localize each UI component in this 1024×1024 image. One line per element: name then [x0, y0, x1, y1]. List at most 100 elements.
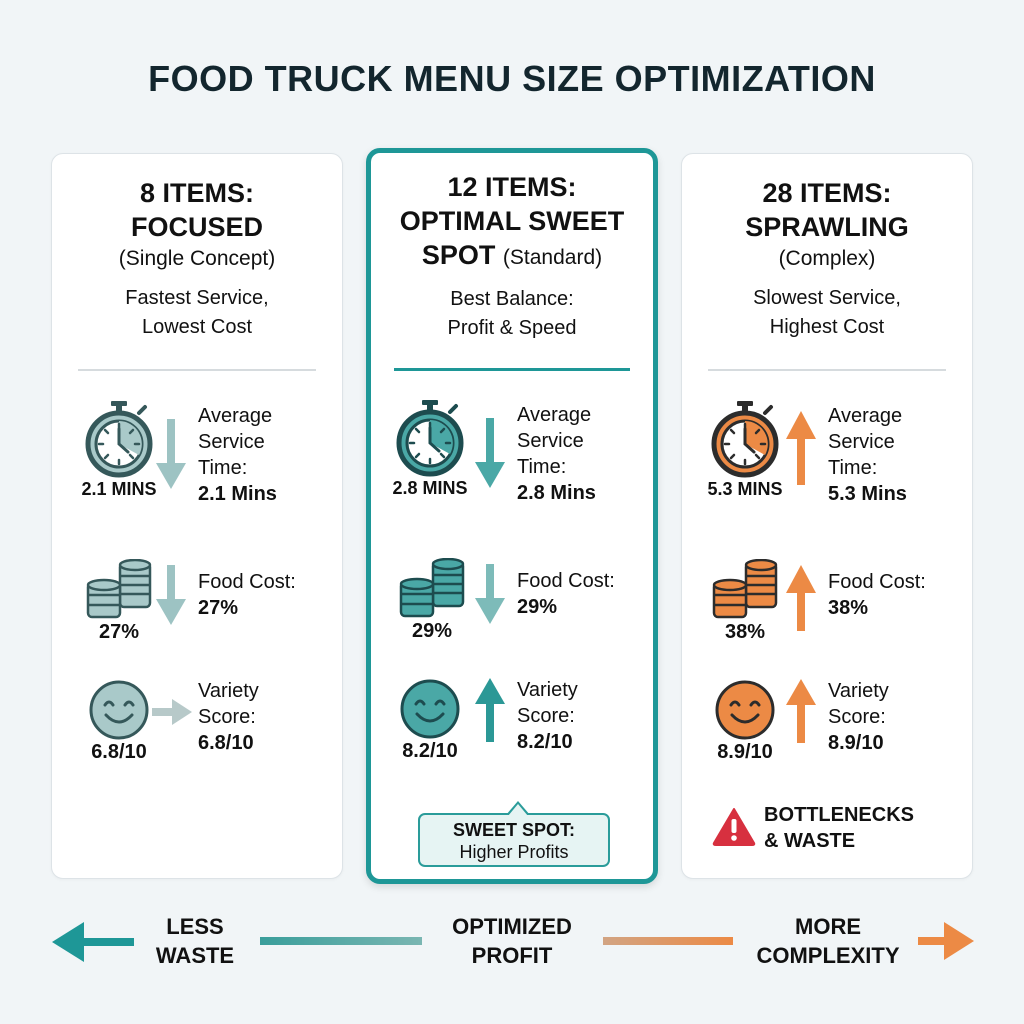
stopwatch-icon	[85, 401, 153, 478]
scale-line: MORE	[795, 914, 861, 939]
icon-value: 2.8 MINS	[392, 478, 468, 498]
coins-icon	[399, 558, 465, 618]
metric-label: Average	[828, 405, 903, 427]
icon-value: 29%	[411, 620, 453, 642]
metric-icon-group: 6.8/10	[74, 679, 164, 764]
card-tagline: Fastest Service, Lowest Cost	[52, 284, 342, 342]
metric-value: 2.1 Mins	[198, 483, 277, 505]
scale-label-optimized-profit: OPTIMIZED PROFIT	[426, 912, 598, 970]
scale-line: PROFIT	[471, 943, 553, 968]
arrow-up-icon	[786, 565, 816, 631]
metric-variety-score: 8.9/10 Variety Score: 8.9/10	[682, 679, 972, 789]
metric-label: Variety	[828, 680, 889, 702]
icon-value: 6.8/10	[91, 741, 147, 763]
arrow-up-icon	[475, 678, 505, 742]
metric-service-time: 2.8 MINS Average Service Time: 2.8 Mins	[371, 398, 653, 508]
smiley-icon	[400, 679, 460, 739]
warning-icon	[712, 808, 756, 846]
metric-icon-group: 8.9/10	[700, 679, 790, 764]
card-headline: 12 ITEMS:	[447, 172, 577, 202]
arrow-up-icon	[786, 679, 816, 743]
card-subtitle: (Standard)	[502, 246, 603, 269]
metric-label: Time:	[828, 457, 878, 479]
metric-label: Service	[828, 431, 895, 453]
metric-icon-group: 27%	[74, 559, 164, 644]
metric-label: Food Cost:	[828, 571, 926, 593]
icon-value: 2.1 MINS	[81, 479, 157, 499]
card-header: 8 ITEMS: FOCUSED (Single Concept) Fastes…	[52, 154, 342, 342]
metric-text: Variety Score: 6.8/10	[198, 678, 259, 756]
smiley-icon	[715, 680, 775, 740]
metric-text: Food Cost: 27%	[198, 569, 296, 621]
metric-value: 2.8 Mins	[517, 482, 596, 504]
card-sprawling: 28 ITEMS: SPRAWLING (Complex) Slowest Se…	[681, 153, 973, 879]
metric-food-cost: 38% Food Cost: 38%	[682, 559, 972, 669]
icon-value: 5.3 MINS	[707, 479, 783, 499]
tagline-line: Slowest Service,	[753, 287, 901, 309]
divider	[708, 369, 946, 371]
metric-food-cost: 27% Food Cost: 27%	[52, 559, 342, 669]
metric-value: 8.9/10	[828, 732, 884, 754]
tagline-line: Best Balance:	[450, 288, 574, 310]
arrow-right-icon	[152, 699, 192, 725]
arrow-down-icon	[156, 565, 186, 625]
arrow-left-icon	[52, 922, 134, 962]
scale-label-more-complexity: MORE COMPLEXITY	[738, 912, 918, 970]
divider	[394, 368, 630, 371]
card-tagline: Best Balance: Profit & Speed	[371, 285, 653, 343]
tagline-line: Highest Cost	[769, 316, 885, 338]
metric-label: Time:	[517, 456, 567, 478]
card-optimal-sweet-spot: 12 ITEMS: OPTIMAL SWEET SPOT (Standard) …	[366, 148, 658, 884]
icon-value: 8.2/10	[402, 740, 458, 762]
card-focused: 8 ITEMS: FOCUSED (Single Concept) Fastes…	[51, 153, 343, 879]
arrow-right-icon	[918, 922, 974, 960]
scale-line: WASTE	[155, 943, 235, 968]
warning-text: BOTTLENECKS & WASTE	[764, 802, 914, 854]
tagline-line: Lowest Cost	[141, 316, 253, 338]
metric-label: Score:	[517, 705, 575, 727]
scale-line: COMPLEXITY	[756, 943, 900, 968]
metric-label: Service	[198, 431, 265, 453]
headline-part: SPOT	[421, 240, 496, 270]
metric-service-time: 5.3 MINS Average Service Time: 5.3 Mins	[682, 399, 972, 509]
smiley-icon	[89, 680, 149, 740]
icon-value: 27%	[98, 621, 140, 643]
icon-value: 8.9/10	[717, 741, 773, 763]
metric-label: Variety	[198, 680, 259, 702]
bottlenecks-warning: BOTTLENECKS & WASTE	[712, 802, 952, 862]
tagline-line: Profit & Speed	[447, 317, 577, 339]
arrow-down-icon	[156, 419, 186, 489]
card-headline: FOCUSED	[130, 212, 263, 242]
metric-label: Variety	[517, 679, 578, 701]
metric-label: Food Cost:	[198, 571, 296, 593]
metric-food-cost: 29% Food Cost: 29%	[371, 558, 653, 668]
metric-value: 5.3 Mins	[828, 483, 907, 505]
callout-subtitle: Higher Profits	[459, 842, 569, 862]
metric-text: Variety Score: 8.9/10	[828, 678, 889, 756]
metric-text: Average Service Time: 5.3 Mins	[828, 403, 907, 507]
metric-label: Food Cost:	[517, 570, 615, 592]
complexity-scale: LESS WASTE OPTIMIZED PROFIT MORE COMPLEX…	[0, 912, 1024, 982]
scale-bar-orange	[603, 937, 733, 945]
card-headline: OPTIMAL SWEET	[399, 206, 625, 236]
metric-icon-group: 5.3 MINS	[700, 399, 790, 500]
metric-value: 29%	[517, 596, 558, 618]
card-subtitle: (Complex)	[778, 247, 876, 270]
card-headline: 8 ITEMS:	[139, 178, 254, 208]
callout-title: SWEET SPOT:	[452, 820, 575, 840]
arrow-down-icon	[475, 564, 505, 624]
metric-variety-score: 6.8/10 Variety Score: 6.8/10	[52, 679, 342, 789]
metric-label: Average	[198, 405, 273, 427]
icon-value: 38%	[724, 621, 766, 643]
metric-icon-group: 29%	[387, 558, 477, 643]
metric-label: Score:	[198, 706, 256, 728]
metric-icon-group: 2.8 MINS	[385, 398, 475, 499]
arrow-up-icon	[786, 411, 816, 485]
arrow-down-icon	[475, 418, 505, 488]
card-headline: 28 ITEMS:	[762, 178, 892, 208]
stopwatch-icon	[711, 401, 779, 478]
page-title: FOOD TRUCK MENU SIZE OPTIMIZATION	[148, 58, 876, 99]
metric-text: Variety Score: 8.2/10	[517, 677, 578, 755]
metric-value: 27%	[198, 597, 239, 619]
divider	[78, 369, 316, 371]
